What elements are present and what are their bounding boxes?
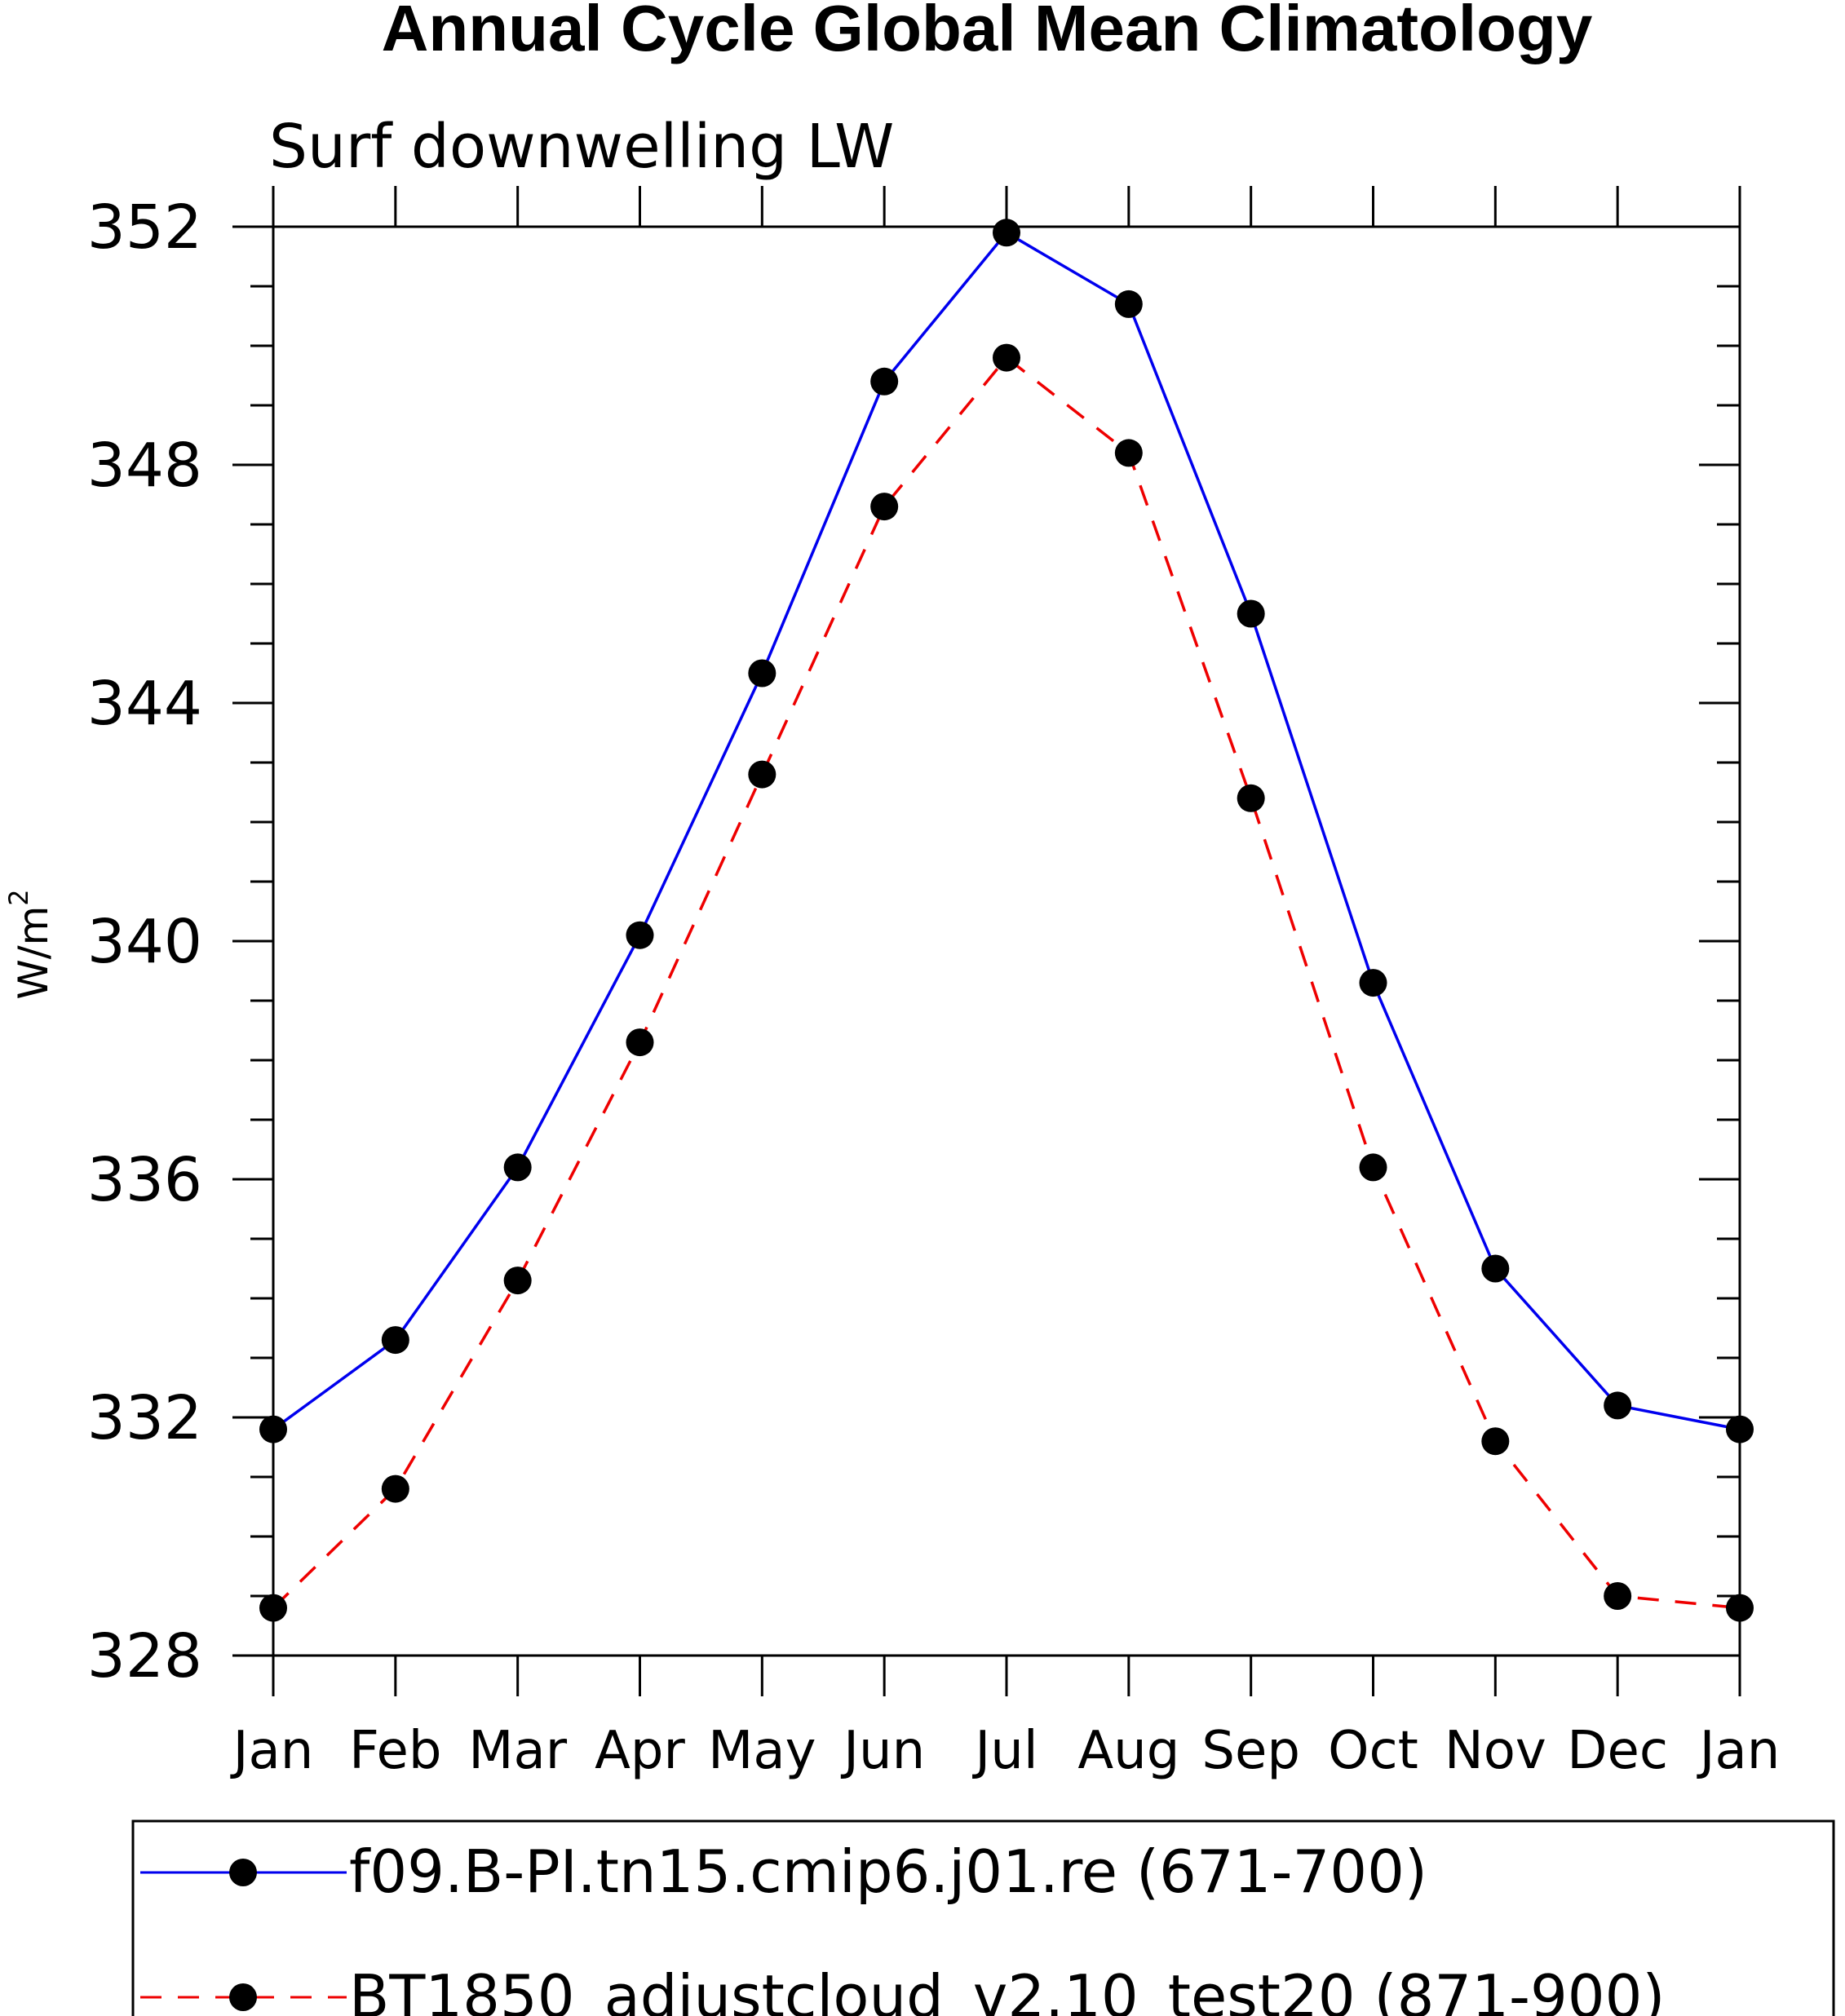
series-line-2 — [272, 356, 1741, 1610]
x-tick-label: Jun — [840, 1721, 925, 1781]
data-point-series-1 — [1359, 969, 1387, 997]
data-point-series-2 — [1114, 439, 1143, 467]
y-axis-label-superscript: 2 — [3, 889, 34, 905]
y-axis-label-base: W/m — [10, 906, 57, 1000]
plot-frame — [272, 225, 1741, 1657]
x-tick-label: Nov — [1445, 1721, 1546, 1781]
tick-labels: 328 332 336 340 344 348 352 Jan Feb Mar Apr May Jun J… — [87, 192, 1781, 1781]
legend-marker-series-1 — [229, 1859, 257, 1886]
data-point-series-1 — [748, 659, 776, 687]
data-point-series-2 — [1481, 1427, 1510, 1456]
y-tick-label: 332 — [87, 1383, 202, 1453]
y-tick-label: 340 — [87, 907, 202, 977]
y-tick-label: 344 — [87, 669, 202, 739]
data-point-series-2 — [993, 343, 1020, 372]
x-tick-label: Feb — [349, 1721, 441, 1781]
y-tick-label: 336 — [87, 1145, 202, 1215]
chart-title: Annual Cycle Global Mean Climatology — [382, 0, 1593, 64]
data-point-series-1 — [1604, 1391, 1632, 1420]
x-tick-label: Jan — [230, 1721, 314, 1781]
lines-layer — [259, 219, 1754, 1622]
x-tick-label: Jan — [1697, 1721, 1781, 1781]
data-point-series-1 — [1481, 1254, 1510, 1283]
data-point-series-1 — [993, 219, 1020, 247]
data-point-series-2 — [1359, 1153, 1387, 1182]
data-point-series-2 — [1237, 784, 1265, 812]
y-tick-label: 348 — [87, 431, 202, 501]
data-point-series-1 — [1114, 290, 1143, 318]
y-tick-label: 328 — [87, 1621, 202, 1691]
data-point-series-2 — [259, 1594, 287, 1622]
data-point-series-2 — [626, 1028, 654, 1057]
data-point-series-1 — [503, 1153, 532, 1182]
data-point-series-2 — [381, 1474, 409, 1503]
legend-label-series-1: f09.B-PI.tn15.cmip6.j01.re (671-700) — [349, 1837, 1427, 1906]
x-tick-label: Dec — [1567, 1721, 1668, 1781]
axes-layer — [232, 186, 1741, 1696]
x-tick-label: Apr — [595, 1721, 685, 1781]
chart-subtitle: Surf downwelling LW — [269, 112, 894, 182]
x-tick-label: Jul — [971, 1721, 1038, 1781]
data-point-series-1 — [626, 921, 654, 949]
data-point-series-2 — [1726, 1594, 1754, 1622]
data-point-series-1 — [870, 367, 899, 396]
y-tick-label: 352 — [87, 192, 202, 263]
data-point-series-2 — [748, 760, 776, 789]
x-tick-label: May — [708, 1721, 816, 1781]
x-tick-label: Mar — [468, 1721, 567, 1781]
data-point-series-1 — [381, 1326, 409, 1355]
legend-marker-series-2 — [229, 1983, 257, 2011]
x-tick-label: Oct — [1328, 1721, 1418, 1781]
legend-box — [131, 1819, 1835, 2016]
data-point-series-1 — [1726, 1415, 1754, 1443]
data-point-series-1 — [1237, 599, 1265, 628]
data-point-series-2 — [503, 1267, 532, 1295]
data-point-series-2 — [1604, 1582, 1632, 1610]
x-tick-label: Aug — [1077, 1721, 1179, 1781]
data-point-series-1 — [259, 1415, 287, 1443]
series-line-1 — [272, 231, 1741, 1431]
data-point-series-2 — [870, 493, 899, 521]
y-axis-label: W/m2 — [3, 889, 57, 999]
legend-label-series-2: BT1850_adjustcloud_v2.10_test20 (871-900… — [349, 1962, 1666, 2016]
x-tick-label: Sep — [1201, 1721, 1300, 1781]
legend: f09.B-PI.tn15.cmip6.j01.re (671-700) BT1… — [131, 1819, 1835, 2016]
